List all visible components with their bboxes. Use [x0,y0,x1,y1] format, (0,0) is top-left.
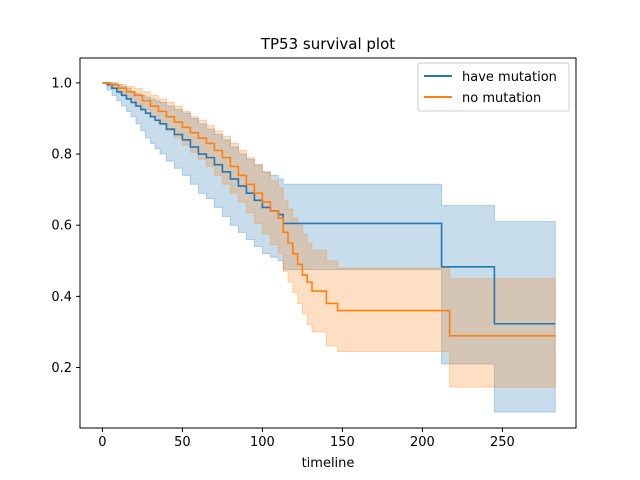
survival-line-have-mutation [102,82,556,325]
confidence-bands [102,82,556,413]
x-axis-ticks: 0 50 100 150 200 250 [98,428,515,450]
y-tick-label: 1.0 [51,76,72,91]
x-tick-label: 50 [174,435,191,450]
legend-label-no-mutation: no mutation [462,91,541,106]
y-axis-ticks: 0.2 0.4 0.6 0.8 1.0 [51,76,80,376]
x-axis-label: timeline [302,456,355,471]
survival-line-no-mutation [102,82,556,337]
y-tick-label: 0.6 [51,219,72,234]
x-tick-label: 200 [410,435,435,450]
plot-frame [79,57,577,429]
x-tick-label: 0 [98,435,106,450]
survival-curves [102,82,556,337]
legend: have mutation no mutation [417,62,570,112]
y-tick-label: 0.8 [51,148,72,163]
legend-box [417,62,570,112]
x-tick-label: 250 [490,435,515,450]
x-tick-label: 100 [250,435,275,450]
legend-label-have-mutation: have mutation [462,70,557,85]
chart-title: TP53 survival plot [260,35,395,53]
y-tick-label: 0.2 [51,361,72,376]
x-tick-label: 150 [330,435,355,450]
y-tick-label: 0.4 [51,290,72,305]
